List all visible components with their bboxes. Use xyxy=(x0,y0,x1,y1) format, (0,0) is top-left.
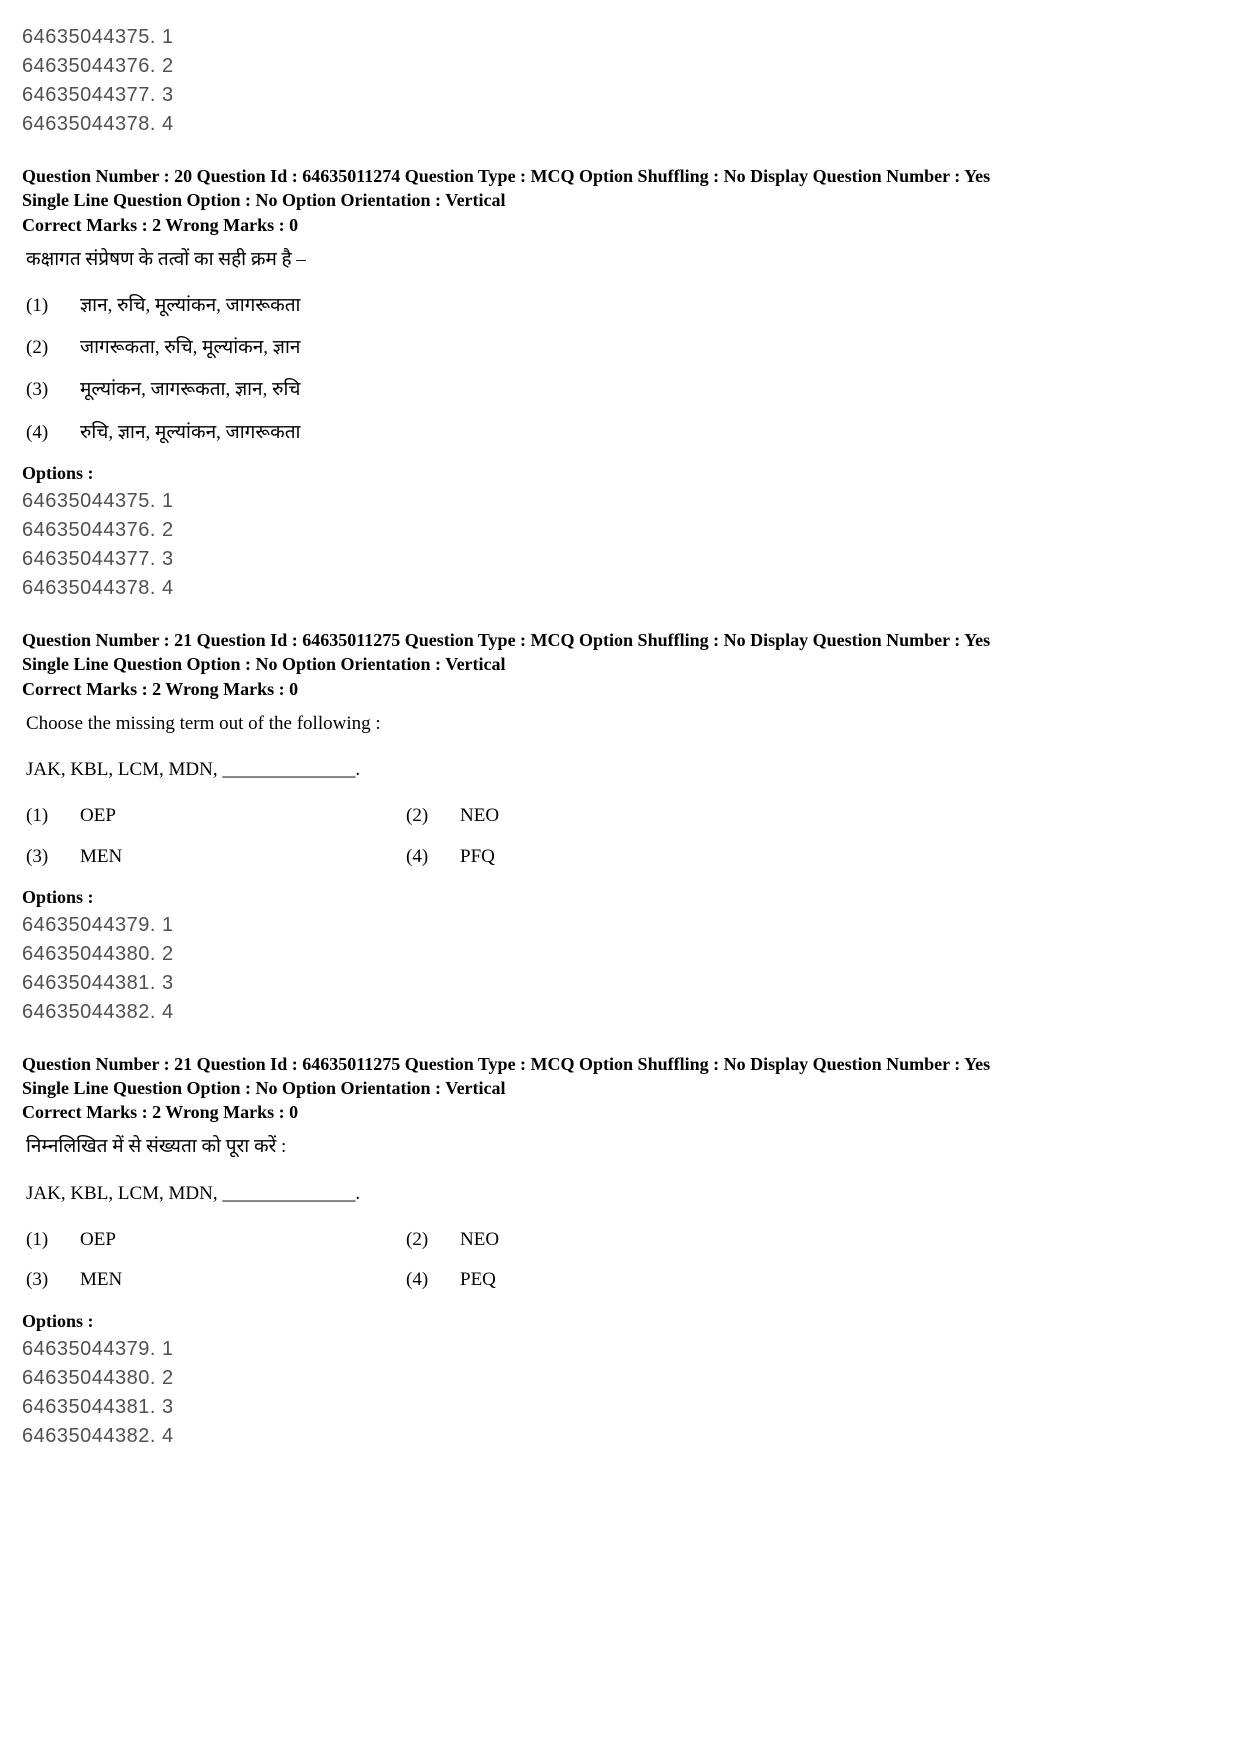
option-line: 64635044376. 2 xyxy=(22,55,1240,78)
meta-text: Single Line Question Option : No Option … xyxy=(22,190,506,210)
mcq-option: (3) MEN xyxy=(26,1264,406,1296)
option-text: PEQ xyxy=(460,1264,496,1296)
option-line: 64635044381. 3 xyxy=(22,1396,1240,1419)
mcq-option: (4) रुचि, ज्ञान, मूल्यांकन, जागरूकता xyxy=(26,417,1240,449)
option-line: 64635044382. 4 xyxy=(22,1425,1240,1448)
option-number: (3) xyxy=(26,1264,80,1296)
options-block: 64635044375. 1 64635044376. 2 6463504437… xyxy=(22,490,1240,600)
mcq-option: (4) PEQ xyxy=(406,1264,706,1296)
option-text: PFQ xyxy=(460,841,495,873)
option-number: (4) xyxy=(26,417,80,449)
option-line: 64635044380. 2 xyxy=(22,1367,1240,1390)
meta-text: Single Line Question Option : No Option … xyxy=(22,1078,506,1098)
option-line: 64635044381. 3 xyxy=(22,972,1240,995)
option-line: 64635044382. 4 xyxy=(22,1001,1240,1024)
question-marks: Correct Marks : 2 Wrong Marks : 0 xyxy=(22,215,1240,236)
option-text: OEP xyxy=(80,800,116,832)
option-line: 64635044379. 1 xyxy=(22,1338,1240,1361)
option-text: मूल्यांकन, जागरूकता, ज्ञान, रुचि xyxy=(80,374,1240,406)
option-line: 64635044375. 1 xyxy=(22,490,1240,513)
option-number: (2) xyxy=(406,800,460,832)
option-text: NEO xyxy=(460,800,499,832)
option-number: (1) xyxy=(26,800,80,832)
meta-text: Question Number : 21 Question Id : 64635… xyxy=(22,630,990,650)
mcq-row: (3) MEN (4) PFQ xyxy=(26,841,1240,873)
option-number: (3) xyxy=(26,841,80,873)
top-options-block: 64635044375. 1 64635044376. 2 6463504437… xyxy=(22,26,1240,136)
mcq-option: (1) ज्ञान, रुचि, मूल्यांकन, जागरूकता xyxy=(26,290,1240,322)
mcq-option: (3) मूल्यांकन, जागरूकता, ज्ञान, रुचि xyxy=(26,374,1240,406)
option-number: (1) xyxy=(26,290,80,322)
option-text: रुचि, ज्ञान, मूल्यांकन, जागरूकता xyxy=(80,417,1240,449)
option-line: 64635044378. 4 xyxy=(22,577,1240,600)
option-text: MEN xyxy=(80,841,122,873)
question-series: JAK, KBL, LCM, MDN, ______________. xyxy=(26,754,1240,786)
question-meta: Question Number : 20 Question Id : 64635… xyxy=(22,164,1240,213)
question-body: कक्षागत संप्रेषण के तत्वों का सही क्रम ह… xyxy=(22,244,1240,449)
mcq-option: (4) PFQ xyxy=(406,841,706,873)
mcq-option: (1) OEP xyxy=(26,800,406,832)
mcq-row: (1) OEP (2) NEO xyxy=(26,1224,1240,1256)
option-line: 64635044375. 1 xyxy=(22,26,1240,49)
option-line: 64635044379. 1 xyxy=(22,914,1240,937)
option-number: (2) xyxy=(406,1224,460,1256)
option-text: NEO xyxy=(460,1224,499,1256)
mcq-option: (2) जागरूकता, रुचि, मूल्यांकन, ज्ञान xyxy=(26,332,1240,364)
options-block: 64635044379. 1 64635044380. 2 6463504438… xyxy=(22,1338,1240,1448)
mcq-option: (1) OEP xyxy=(26,1224,406,1256)
options-label: Options : xyxy=(22,887,1240,908)
option-text: ज्ञान, रुचि, मूल्यांकन, जागरूकता xyxy=(80,290,1240,322)
question-meta: Question Number : 21 Question Id : 64635… xyxy=(22,628,1240,677)
meta-text: Question Number : 20 Question Id : 64635… xyxy=(22,166,990,186)
option-line: 64635044378. 4 xyxy=(22,113,1240,136)
option-number: (1) xyxy=(26,1224,80,1256)
mcq-option: (2) NEO xyxy=(406,800,706,832)
options-label: Options : xyxy=(22,463,1240,484)
mcq-row: (1) OEP (2) NEO xyxy=(26,800,1240,832)
option-line: 64635044377. 3 xyxy=(22,84,1240,107)
question-meta: Question Number : 21 Question Id : 64635… xyxy=(22,1052,1240,1101)
option-number: (4) xyxy=(406,841,460,873)
question-stem: कक्षागत संप्रेषण के तत्वों का सही क्रम ह… xyxy=(26,244,1240,276)
meta-text: Single Line Question Option : No Option … xyxy=(22,654,506,674)
question-marks: Correct Marks : 2 Wrong Marks : 0 xyxy=(22,1102,1240,1123)
question-stem: निम्नलिखित में से संख्यता को पूरा करें : xyxy=(26,1131,1240,1163)
option-text: MEN xyxy=(80,1264,122,1296)
meta-text: Question Number : 21 Question Id : 64635… xyxy=(22,1054,990,1074)
option-number: (2) xyxy=(26,332,80,364)
question-body: निम्नलिखित में से संख्यता को पूरा करें :… xyxy=(22,1131,1240,1296)
mcq-option: (3) MEN xyxy=(26,841,406,873)
options-label: Options : xyxy=(22,1311,1240,1332)
question-body: Choose the missing term out of the follo… xyxy=(22,708,1240,873)
option-line: 64635044376. 2 xyxy=(22,519,1240,542)
mcq-option: (2) NEO xyxy=(406,1224,706,1256)
question-stem: Choose the missing term out of the follo… xyxy=(26,708,1240,740)
question-series: JAK, KBL, LCM, MDN, ______________. xyxy=(26,1178,1240,1210)
option-line: 64635044377. 3 xyxy=(22,548,1240,571)
option-line: 64635044380. 2 xyxy=(22,943,1240,966)
options-block: 64635044379. 1 64635044380. 2 6463504438… xyxy=(22,914,1240,1024)
option-text: OEP xyxy=(80,1224,116,1256)
question-marks: Correct Marks : 2 Wrong Marks : 0 xyxy=(22,679,1240,700)
option-number: (4) xyxy=(406,1264,460,1296)
option-number: (3) xyxy=(26,374,80,406)
mcq-row: (3) MEN (4) PEQ xyxy=(26,1264,1240,1296)
option-text: जागरूकता, रुचि, मूल्यांकन, ज्ञान xyxy=(80,332,1240,364)
